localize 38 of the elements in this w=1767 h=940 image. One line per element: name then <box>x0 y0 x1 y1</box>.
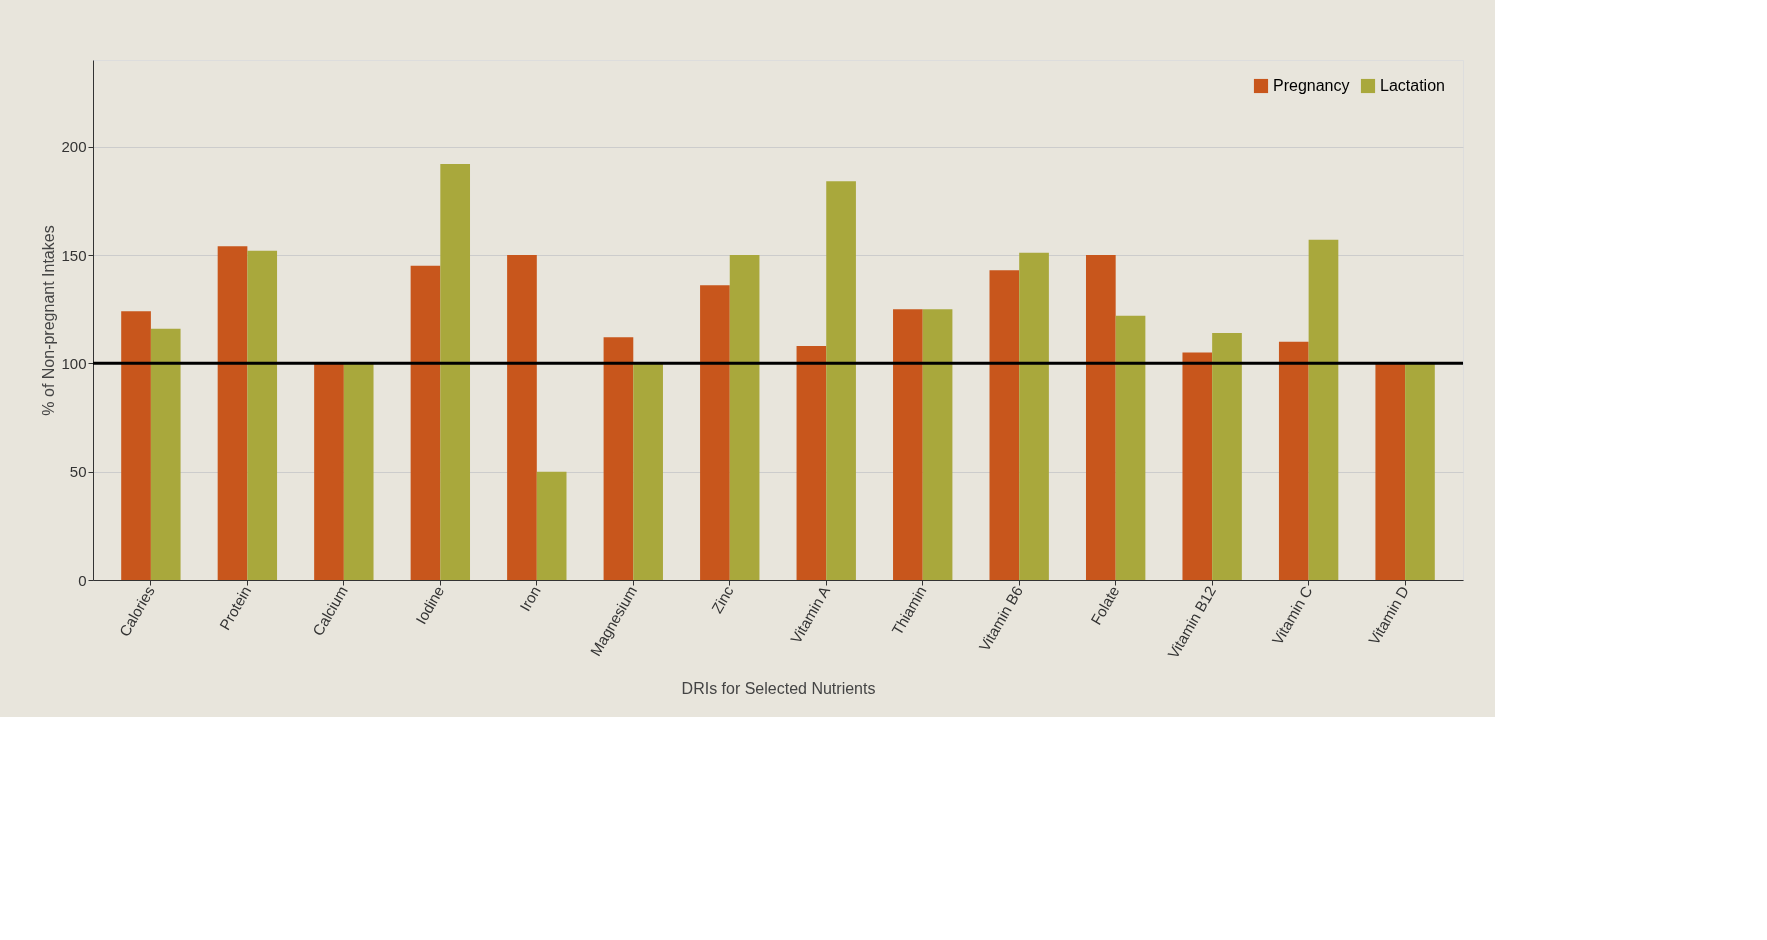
bar <box>1375 363 1406 580</box>
bar <box>729 255 760 580</box>
bar <box>989 270 1020 580</box>
bar <box>1308 239 1339 580</box>
bar <box>826 181 856 580</box>
bar <box>440 164 471 580</box>
y-tick-label: 150 <box>61 246 87 264</box>
y-tick-label: 50 <box>69 463 87 481</box>
y-axis-title: % of Non-pregnant Intakes <box>40 225 58 416</box>
bar <box>1212 333 1242 580</box>
bar <box>150 328 181 580</box>
bar <box>410 265 441 580</box>
bar <box>314 363 344 580</box>
bar <box>217 246 248 580</box>
y-tick-label: 200 <box>61 138 87 156</box>
y-tick-label: 0 <box>78 571 87 589</box>
bar <box>633 363 663 580</box>
bar <box>796 346 827 580</box>
bar <box>1019 252 1049 580</box>
bar <box>507 255 537 580</box>
bar <box>1182 352 1213 580</box>
bar <box>603 337 634 580</box>
bar <box>700 285 730 580</box>
bar <box>922 309 953 580</box>
bar <box>1115 315 1146 580</box>
bar <box>1085 255 1116 580</box>
bar <box>1278 341 1309 580</box>
x-tick-label: Iron <box>516 583 544 614</box>
bar <box>247 250 278 580</box>
bar <box>343 363 374 580</box>
legend-label: Lactation <box>1380 77 1445 94</box>
bar <box>1405 363 1435 580</box>
bar <box>893 309 923 580</box>
bar <box>121 311 151 580</box>
x-axis-title: DRIs for Selected Nutrients <box>681 680 876 698</box>
y-tick-label: 100 <box>61 354 87 372</box>
legend-label: Pregnancy <box>1273 77 1350 94</box>
bar <box>536 471 567 580</box>
